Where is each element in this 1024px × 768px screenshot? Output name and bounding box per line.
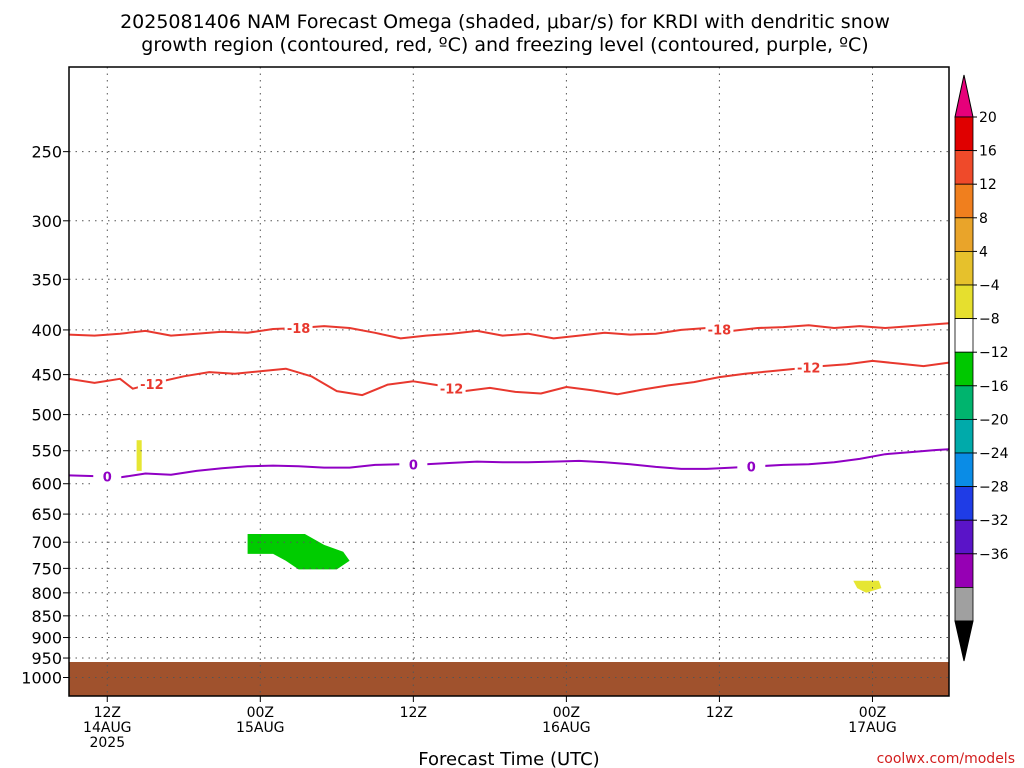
colorbar-tick-label: −8	[979, 312, 1000, 328]
y-tick-label: 350	[31, 270, 62, 289]
omega-shading	[136, 440, 882, 593]
colorbar-swatch	[954, 183, 974, 219]
y-tick-label: 800	[31, 584, 62, 603]
x-tick-label: 12Z	[706, 705, 733, 721]
colorbar-swatch	[954, 385, 974, 420]
grid-lines	[69, 67, 949, 696]
y-tick-label: 650	[31, 505, 62, 524]
contour-label-bg	[737, 458, 766, 475]
colorbar-swatch	[954, 553, 974, 588]
contour-label: -18	[287, 322, 311, 337]
y-tick-label: 600	[31, 475, 62, 494]
colorbar-tick-label: −12	[979, 345, 1009, 361]
colorbar-swatch	[954, 217, 974, 252]
contour-label-bg	[93, 468, 122, 485]
contour-line--18	[69, 322, 949, 340]
contour-label-bg	[794, 359, 823, 376]
y-axis: 250 300 350 400 450 500 550 600 650 700 750 800 850 9…	[21, 143, 69, 688]
plot-frame	[68, 66, 950, 697]
colorbar-tick-label: 12	[979, 177, 997, 193]
colorbar-swatch	[954, 519, 974, 555]
contour-label: -18	[708, 323, 732, 338]
x-tick-label: 14AUG	[83, 720, 132, 736]
colorbar-bottom-arrow	[954, 620, 974, 662]
contour-label: -12	[440, 382, 464, 397]
contour-label-bg	[705, 321, 734, 338]
colorbar-swatch	[954, 150, 974, 185]
y-tick-label: 700	[31, 533, 62, 552]
colorbar: 20 16 12 8 4 −4 −8 −12 −16 −20 −24 −28 −32 −36	[954, 74, 1009, 662]
y-tick-label: 500	[31, 406, 62, 425]
contour-label: 0	[103, 471, 112, 486]
colorbar-tick-label: 20	[979, 110, 997, 126]
colorbar-tick-label: 16	[979, 144, 997, 160]
colorbar-swatch	[954, 587, 974, 622]
x-tick-label: 00Z	[553, 705, 580, 721]
shaded-region-yellow-pocket	[853, 580, 882, 593]
colorbar-top-arrow	[954, 74, 974, 118]
colorbar-swatch	[954, 351, 974, 387]
x-tick-label: 17AUG	[848, 720, 897, 736]
x-tick-label: 12Z	[400, 705, 427, 721]
colorbar-tick-label: 8	[979, 211, 988, 227]
colorbar-swatch	[954, 116, 974, 151]
colorbar-tick-label: 4	[979, 244, 988, 260]
colorbar-swatch	[954, 284, 974, 319]
x-tick-label: 12Z	[94, 705, 121, 721]
contour-label: 0	[409, 458, 418, 473]
contour-label: -12	[140, 378, 164, 393]
contour-label-bg	[137, 375, 166, 392]
x-axis-label: Forecast Time (UTC)	[418, 749, 599, 768]
y-tick-label: 450	[31, 366, 62, 385]
contour-label: 0	[747, 461, 756, 476]
y-tick-label: 400	[31, 321, 62, 340]
chart-title-line-2: growth region (contoured, red, ºC) and f…	[141, 34, 868, 56]
colorbar-swatch	[954, 250, 974, 286]
colorbar-tick-label: −16	[979, 379, 1009, 395]
y-tick-label: 850	[31, 607, 62, 626]
shaded-region-ascent-core	[247, 534, 350, 570]
ground-fill	[69, 662, 949, 696]
colorbar-tick-label: −20	[979, 412, 1009, 428]
x-tick-label: 00Z	[859, 705, 886, 721]
contour-label-bg	[437, 380, 466, 397]
ground-layer	[69, 662, 949, 696]
x-tick-label: 15AUG	[236, 720, 285, 736]
y-tick-label: 1000	[21, 669, 62, 688]
y-tick-label: 550	[31, 442, 62, 461]
y-tick-label: 300	[31, 212, 62, 231]
x-tick-label: 00Z	[247, 705, 274, 721]
shaded-region-yellow-spike	[136, 440, 142, 471]
y-tick-label: 250	[31, 143, 62, 162]
colorbar-tick-label: −4	[979, 278, 1000, 294]
contour-line-0	[69, 448, 949, 479]
colorbar-swatch	[954, 486, 974, 521]
contour-label-bg	[284, 320, 313, 337]
colorbar-tick-label: −24	[979, 446, 1009, 462]
colorbar-swatch	[954, 418, 974, 454]
chart-title-line-1: 2025081406 NAM Forecast Omega (shaded, μ…	[120, 11, 890, 33]
contour-lines: -18 -18 -12 -12 -12 0 0 0	[69, 320, 949, 486]
x-tick-label: 2025	[89, 735, 125, 751]
y-tick-label: 900	[31, 629, 62, 648]
plot-area: -18 -18 -12 -12 -12 0 0 0	[69, 67, 949, 696]
colorbar-tick-label: −28	[979, 480, 1009, 496]
contour-label: -12	[797, 361, 821, 376]
x-tick-label: 16AUG	[542, 720, 591, 736]
colorbar-tick-label: −32	[979, 513, 1009, 529]
colorbar-swatch	[954, 318, 974, 353]
colorbar-tick-label: −36	[979, 547, 1009, 563]
y-tick-label: 950	[31, 649, 62, 668]
colorbar-swatch	[954, 452, 974, 487]
contour-label-bg	[399, 456, 428, 473]
credit-text: coolwx.com/models	[877, 751, 1015, 767]
y-tick-label: 750	[31, 559, 62, 578]
